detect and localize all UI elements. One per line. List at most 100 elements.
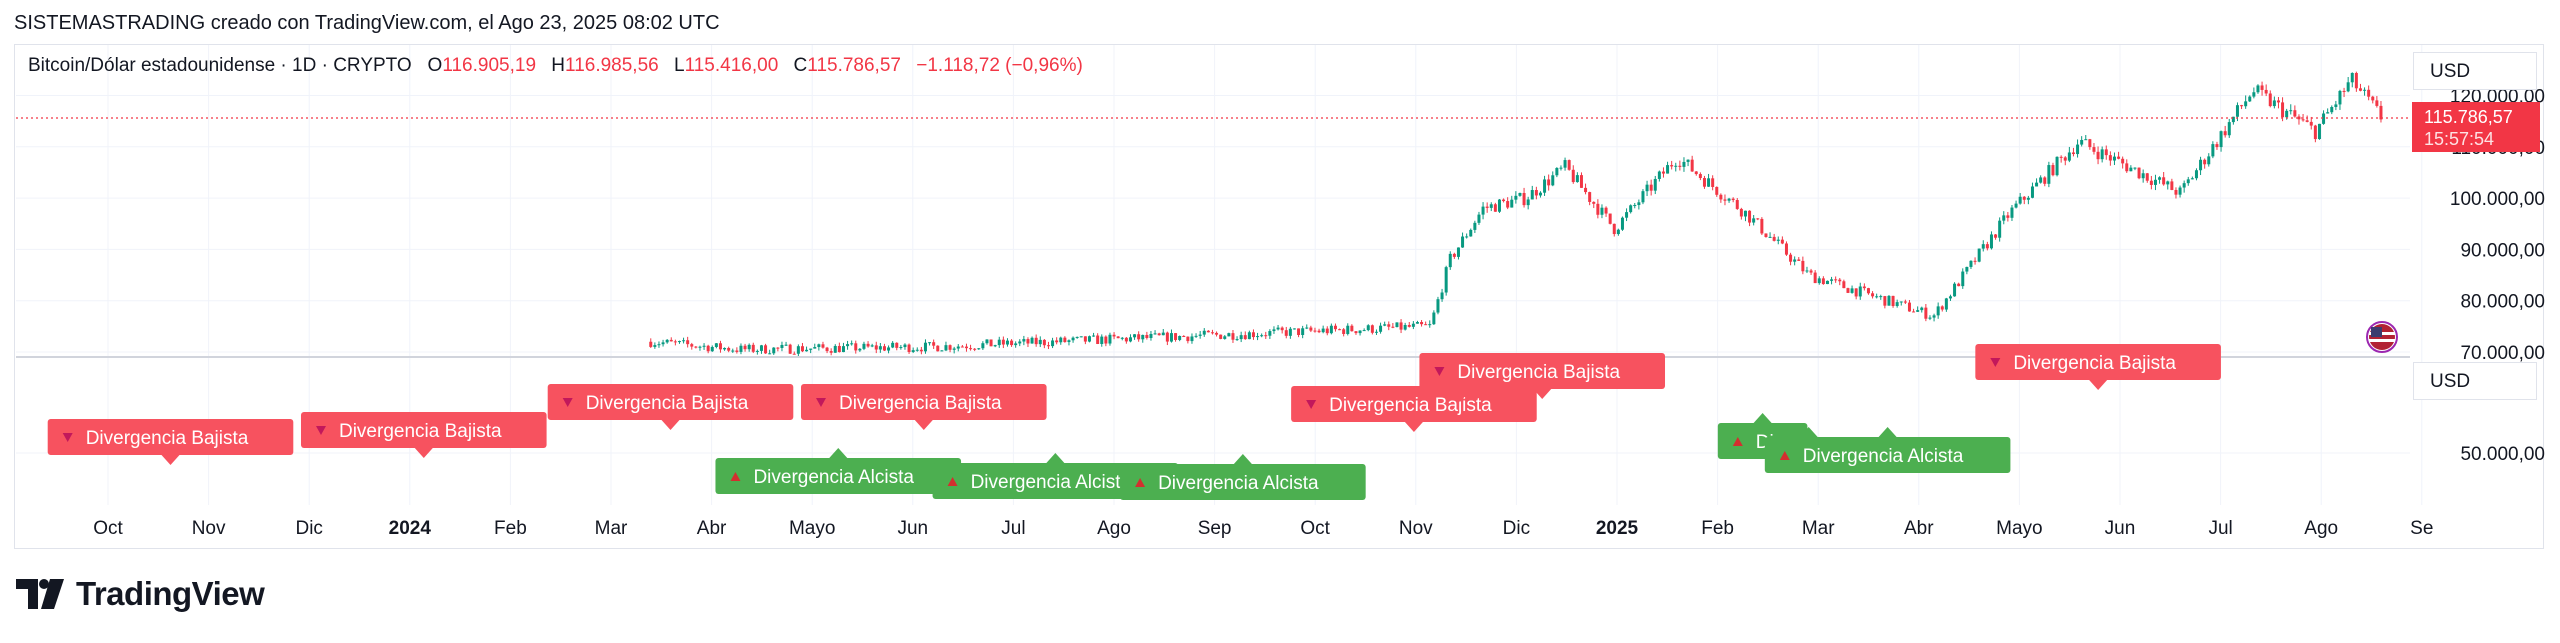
candle-body	[1358, 330, 1362, 334]
candle-body	[788, 344, 792, 354]
candle-body	[2281, 102, 2285, 118]
label-pointer	[414, 448, 433, 458]
candle-body	[1444, 267, 1448, 293]
y-tick-label: 50.000,00	[2460, 444, 2545, 465]
candle-body	[1834, 279, 1838, 281]
candle-body	[2047, 165, 2051, 184]
bullish-divergence-label[interactable]: Divergencia Alcista	[1764, 427, 2011, 473]
candle-body	[2297, 116, 2301, 120]
candle-body	[1608, 213, 1612, 224]
candle-body	[743, 345, 747, 350]
candle-body	[1743, 210, 1747, 217]
candle-body	[1370, 325, 1374, 333]
bearish-divergence-label[interactable]: Divergencia Bajista	[1419, 353, 1666, 399]
candle-body	[1239, 335, 1243, 340]
candle-body	[2149, 180, 2153, 185]
candle-body	[2022, 196, 2026, 200]
candle-body	[1485, 206, 1489, 208]
open-label: O	[427, 55, 443, 76]
candle-body	[1481, 206, 1485, 215]
candle-body	[2235, 105, 2239, 117]
candle-body	[2203, 159, 2207, 165]
candle-body	[1219, 334, 1223, 339]
candle-body	[784, 344, 788, 346]
candle-body	[2211, 144, 2215, 157]
candle-body	[1071, 337, 1075, 341]
candle-body	[817, 344, 821, 348]
label-text: Divergencia Alcista	[1803, 446, 1964, 467]
candle-body	[1264, 335, 1268, 337]
candle-body	[1707, 178, 1711, 187]
candle-body	[1186, 336, 1190, 342]
candle-body	[1116, 336, 1120, 339]
candle-body	[1124, 337, 1128, 342]
label-pointer	[1233, 454, 1252, 464]
candle-body	[1600, 207, 1604, 215]
candle-body	[1223, 336, 1227, 339]
candle-body	[1215, 332, 1219, 335]
candle-body	[751, 344, 755, 352]
candle-body	[1994, 234, 1998, 238]
change-value: −1.118,72 (−0,96%)	[916, 55, 1083, 76]
candle-body	[813, 347, 817, 349]
candle-body	[1157, 333, 1161, 336]
label-text: Divergencia Bajista	[1457, 362, 1620, 383]
candle-body	[837, 345, 841, 353]
candle-body	[723, 347, 727, 350]
bearish-divergence-label[interactable]: Divergencia Bajista	[300, 412, 547, 458]
candle-body	[1793, 259, 1797, 262]
candle-body	[2289, 110, 2293, 112]
candle-body	[997, 339, 1001, 346]
currency-button-top[interactable]: USD	[2413, 52, 2537, 90]
bearish-divergence-label[interactable]: Divergencia Bajista	[1291, 386, 1537, 432]
label-text: Divergencia Bajista	[586, 393, 749, 414]
candle-body	[2272, 100, 2276, 107]
currency-button-bottom[interactable]: USD	[2413, 362, 2537, 400]
us-flag-icon[interactable]	[2360, 320, 2404, 354]
candle-body	[1555, 167, 1559, 176]
bearish-divergence-label[interactable]: Divergencia Bajista	[47, 419, 294, 465]
candle-body	[1288, 328, 1292, 336]
label-box	[547, 384, 794, 420]
candle-body	[1366, 325, 1370, 331]
candle-body	[2112, 156, 2116, 161]
candle-body	[2240, 105, 2244, 107]
candle-body	[1313, 330, 1317, 332]
candle-body	[858, 348, 862, 351]
bearish-divergence-label[interactable]: Divergencia Bajista	[1975, 344, 2221, 390]
last-price-tag: 115.786,57 15:57:54	[2412, 102, 2540, 152]
candle-body	[1817, 278, 1821, 284]
bullish-divergence-label[interactable]: Divergencia Alcista	[932, 453, 1179, 499]
candle-body	[2207, 156, 2211, 165]
candle-body	[960, 346, 964, 348]
candle-body	[2313, 125, 2317, 140]
bullish-divergence-label[interactable]: Divergencia Alcista	[1120, 454, 1366, 500]
candle-body	[686, 340, 690, 345]
candle-body	[706, 345, 710, 352]
candle-body	[903, 344, 907, 348]
candle-body	[1883, 296, 1887, 306]
candle-body	[2158, 177, 2162, 180]
symbol-legend[interactable]: Bitcoin/Dólar estadounidense · 1D · CRYP…	[28, 55, 1083, 77]
candle-body	[2096, 151, 2100, 160]
label-box	[1291, 386, 1537, 422]
candle-body	[1633, 205, 1637, 207]
candle-body	[768, 353, 772, 355]
chart-caption: SISTEMASTRADING creado con TradingView.c…	[14, 12, 720, 34]
candle-body	[1087, 336, 1091, 342]
bearish-divergence-label[interactable]: Divergencia Bajista	[800, 384, 1047, 430]
candle-body	[2350, 72, 2354, 83]
candle-body	[1772, 236, 1776, 241]
candle-body	[661, 342, 665, 345]
candle-body	[1251, 332, 1255, 338]
label-box	[300, 412, 547, 448]
candle-body	[940, 350, 944, 352]
bullish-divergence-label[interactable]: Divergencia Alcista	[715, 448, 962, 494]
label-pointer	[1799, 427, 1818, 437]
candle-body	[1854, 288, 1858, 297]
candle-body	[1005, 340, 1009, 345]
candle-body	[1174, 333, 1178, 340]
tradingview-brand[interactable]: TradingView	[16, 574, 265, 614]
bearish-divergence-label[interactable]: Divergencia Bajista	[547, 384, 794, 430]
